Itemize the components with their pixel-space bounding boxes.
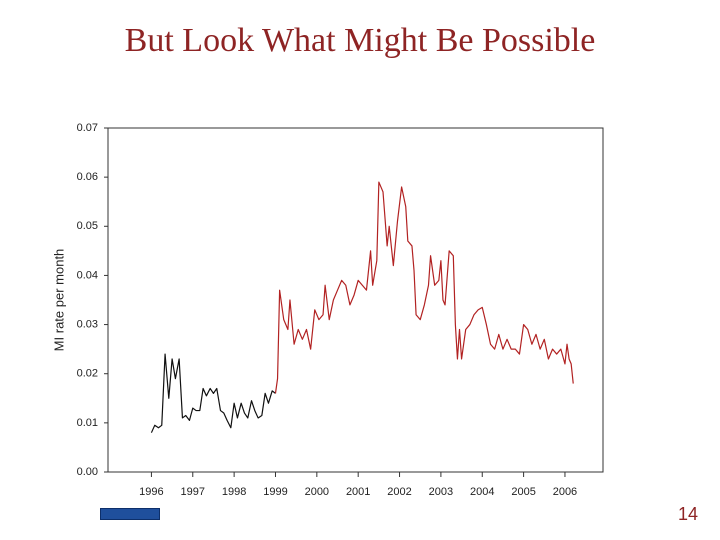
y-tick-label: 0.05 [77,220,98,232]
x-tick-label: 2005 [511,486,535,498]
x-tick-label: 2002 [387,486,411,498]
y-tick-label: 0.04 [77,269,98,281]
data-line [274,181,574,394]
x-tick-label: 2000 [305,486,329,498]
x-tick-label: 1998 [222,486,246,498]
y-tick-label: 0.01 [77,417,98,429]
data-line [150,353,276,433]
logo [100,508,160,520]
y-tick-label: 0.07 [77,122,98,134]
slide-title: But Look What Might Be Possible [124,22,596,59]
x-tick-label: 1997 [181,486,205,498]
x-tick-label: 1996 [139,486,163,498]
y-tick-label: 0.03 [77,318,98,330]
plot-frame [107,127,604,473]
x-tick-label: 2001 [346,486,370,498]
page-number: 14 [677,504,698,524]
x-tick-label: 1999 [263,486,287,498]
y-tick-label: 0.00 [77,466,98,478]
y-tick-label: 0.06 [77,171,98,183]
x-tick-label: 2003 [429,486,453,498]
y-tick-label: 0.02 [77,368,98,380]
y-axis-label: MI rate per month [51,249,66,352]
x-tick-label: 2004 [470,486,494,498]
x-tick-label: 2006 [553,486,577,498]
